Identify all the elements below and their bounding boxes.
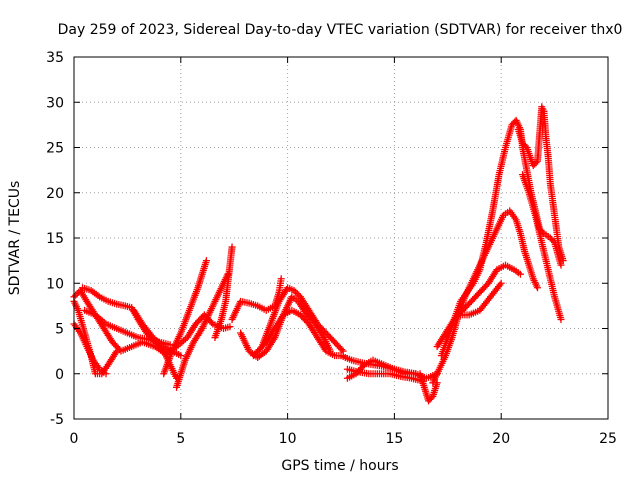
data-point: [359, 362, 367, 370]
data-point: [521, 142, 529, 150]
data-point: [516, 270, 524, 278]
y-tick-label: 15: [46, 231, 64, 247]
x-tick-label: 25: [599, 431, 617, 447]
series-track-17: [416, 370, 441, 405]
data-point: [207, 318, 215, 326]
series-track-7: [160, 257, 210, 378]
data-point: [559, 257, 567, 265]
y-tick-label: 0: [55, 367, 64, 383]
data-point: [113, 347, 121, 355]
y-tick-label: -5: [50, 412, 64, 428]
x-tick-label: 10: [279, 431, 297, 447]
y-tick-label: 30: [46, 95, 64, 111]
y-tick-label: 35: [46, 50, 64, 66]
series-track-16: [343, 356, 420, 382]
data-point: [497, 279, 505, 287]
x-tick-label: 20: [492, 431, 510, 447]
data-point: [338, 346, 346, 354]
data-point: [202, 257, 210, 265]
series-track-9: [211, 243, 236, 342]
x-tick-label: 15: [385, 431, 403, 447]
axis-ticks: 0 5 10 15 20 25 -5 0 5 10 15 20 25 30 35: [46, 50, 617, 447]
data-point: [534, 284, 542, 292]
y-axis-title: SDTVAR / TECUs: [7, 181, 23, 296]
series-track-1: [70, 286, 234, 358]
x-tick-label: 5: [176, 431, 185, 447]
data-point: [557, 261, 565, 269]
data-point: [177, 352, 185, 360]
series-track-22: [514, 103, 567, 265]
y-tick-label: 20: [46, 186, 64, 202]
data-point: [228, 243, 236, 251]
data-point: [102, 370, 110, 378]
data-point: [293, 290, 301, 298]
series-track-6: [130, 306, 185, 360]
chart-title: Day 259 of 2023, Sidereal Day-to-day VTE…: [58, 22, 623, 38]
series-track-12: [249, 284, 347, 360]
data-point: [292, 288, 300, 296]
data-point: [290, 286, 298, 294]
data-points: [70, 103, 567, 405]
y-tick-label: 25: [46, 141, 64, 157]
series-track-20: [433, 261, 524, 351]
x-axis-title: GPS time / hours: [281, 458, 398, 474]
data-point: [532, 159, 540, 167]
x-tick-label: 0: [70, 431, 79, 447]
data-point: [277, 275, 285, 283]
series-track-3: [70, 320, 110, 378]
data-point: [72, 291, 80, 299]
grid-lines: [74, 57, 608, 419]
data-point: [557, 315, 565, 323]
y-tick-label: 10: [46, 276, 64, 292]
y-tick-label: 5: [55, 322, 64, 338]
series-track-8: [173, 270, 232, 391]
data-point: [226, 323, 234, 331]
series-track-21: [454, 279, 505, 319]
series-track-23: [519, 171, 565, 323]
series-track-10: [228, 275, 285, 323]
